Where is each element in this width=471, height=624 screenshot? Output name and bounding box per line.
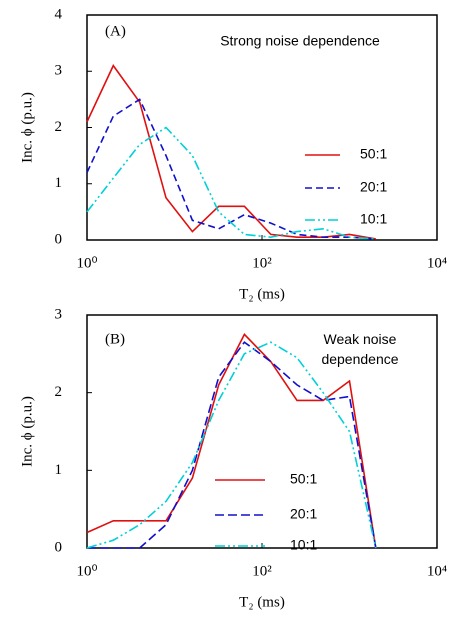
series-line xyxy=(86,98,376,240)
legend-label: 50:1 xyxy=(290,471,317,487)
x-tick-label: 10⁰ xyxy=(76,255,97,271)
x-tick-label: 10² xyxy=(252,563,272,579)
legend-label: 10:1 xyxy=(290,537,317,553)
x-axis-label: T₂ (ms) xyxy=(239,286,285,302)
y-axis-label: Inc. ϕ (p.u.) xyxy=(19,92,35,163)
plot-frame xyxy=(86,14,438,241)
x-tick-label: 10⁰ xyxy=(76,563,97,579)
y-tick-label: 1 xyxy=(55,175,63,191)
legend-label: 20:1 xyxy=(360,179,387,195)
legend-label: 20:1 xyxy=(290,506,317,522)
x-tick-label: 10⁴ xyxy=(427,255,447,271)
x-axis-label: T₂ (ms) xyxy=(239,594,285,610)
series-line xyxy=(86,126,376,240)
panel-label: (B) xyxy=(105,331,125,347)
series-line xyxy=(87,341,377,549)
x-tick-label: 10⁴ xyxy=(427,563,447,579)
y-axis-label: Inc. ϕ (p.u.) xyxy=(19,396,35,467)
y-tick-label: 2 xyxy=(55,119,63,135)
y-tick-label: 3 xyxy=(55,306,63,322)
y-tick-label: 0 xyxy=(55,231,63,247)
chart-title: Strong noise dependence xyxy=(220,33,380,49)
y-tick-label: 4 xyxy=(55,6,63,22)
y-tick-label: 1 xyxy=(55,462,63,478)
chart-title: Weak noise dependence xyxy=(321,331,398,367)
y-tick-label: 0 xyxy=(55,539,63,555)
series-line xyxy=(86,341,377,549)
title-line: Weak noise xyxy=(324,331,397,347)
y-tick-label: 2 xyxy=(55,384,63,400)
panel-label: (A) xyxy=(105,23,126,39)
series-line xyxy=(86,64,376,240)
legend-label: 50:1 xyxy=(360,146,387,162)
title-line: dependence xyxy=(321,351,398,367)
y-tick-label: 3 xyxy=(55,63,63,79)
x-tick-label: 10² xyxy=(252,255,272,271)
legend-label: 10:1 xyxy=(360,211,387,227)
